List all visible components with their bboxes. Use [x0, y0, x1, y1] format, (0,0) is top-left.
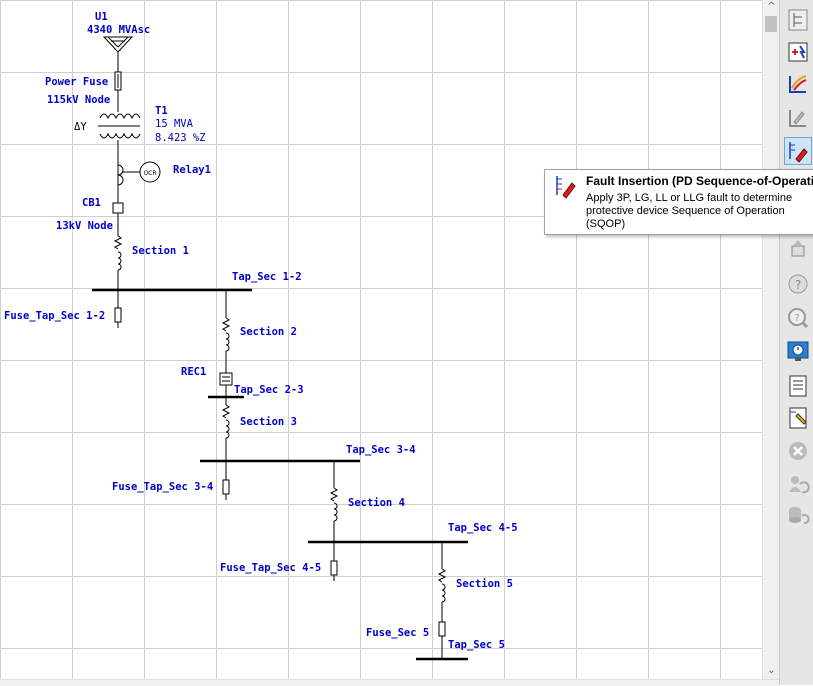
- relay-symbol[interactable]: OCR: [139, 161, 161, 183]
- query-icon[interactable]: ?: [784, 270, 812, 298]
- device-icon[interactable]: [784, 236, 812, 264]
- node-13kv-label: 13kV Node: [56, 220, 113, 232]
- fuse-tap-sec-1-2-label: Fuse_Tap_Sec 1-2: [4, 310, 106, 322]
- tooltip-title: Fault Insertion (PD Sequence-of-Operatio…: [586, 174, 813, 188]
- document-edit-icon[interactable]: [784, 404, 812, 432]
- winding-label: ΔY: [74, 121, 87, 133]
- one-line-icon[interactable]: [784, 6, 812, 34]
- power-fuse-label: Power Fuse: [45, 76, 109, 88]
- scroll-thumb[interactable]: [765, 16, 777, 32]
- right-toolbar: ? ?: [779, 0, 813, 685]
- tap-sec-5-label: Tap_Sec 5: [448, 639, 505, 651]
- tap-sec-3-4-label: Tap_Sec 3-4: [346, 444, 416, 456]
- source-name: U1: [95, 11, 108, 23]
- svg-text:?: ?: [795, 278, 801, 292]
- horizontal-scrollbar[interactable]: [0, 679, 779, 686]
- section-3-label: Section 3: [240, 416, 297, 428]
- breaker-symbol[interactable]: [112, 202, 124, 214]
- section-4-resistor[interactable]: [329, 487, 339, 502]
- recloser-name: REC1: [181, 366, 207, 378]
- tooltip-body: Apply 3P, LG, LL or LLG fault to determi…: [586, 192, 793, 230]
- cancel-icon[interactable]: [784, 437, 812, 465]
- one-line-canvas[interactable]: OCR: [0, 0, 762, 679]
- scroll-down-arrow-icon[interactable]: ⌄: [767, 665, 776, 676]
- transformer-symbol[interactable]: [98, 113, 141, 139]
- node-115kv-label: 115kV Node: [47, 94, 111, 106]
- fault-insertion-tooltip: Fault Insertion (PD Sequence-of-Operatio…: [544, 169, 813, 235]
- one-line-diagram[interactable]: OCR: [0, 0, 762, 679]
- section-5-label: Section 5: [456, 578, 513, 590]
- relay-name: Relay1: [173, 164, 211, 176]
- section-1-label: Section 1: [132, 245, 189, 257]
- section-4-label: Section 4: [348, 497, 405, 509]
- fault-insertion-tooltip-icon: [553, 173, 579, 203]
- utility-source-symbol[interactable]: [102, 36, 134, 53]
- fuse-tap-sec-3-4-label: Fuse_Tap_Sec 3-4: [112, 481, 214, 493]
- tcc-icon[interactable]: [784, 104, 812, 132]
- fuse-tap-sec-1-2-symbol[interactable]: [114, 307, 122, 323]
- coordination-icon[interactable]: [784, 70, 812, 98]
- vertical-scrollbar[interactable]: ^ ⌄: [762, 0, 780, 679]
- source-rating: 4340 MVAsc: [87, 24, 151, 36]
- tap-sec-2-3-label: Tap_Sec 2-3: [234, 384, 304, 396]
- fault-insertion-icon[interactable]: [784, 38, 812, 66]
- transformer-impedance: 8.423 %Z: [155, 132, 206, 144]
- current-transformer-symbol: [117, 164, 140, 186]
- tap-sec-4-5-label: Tap_Sec 4-5: [448, 522, 518, 534]
- database-refresh-icon[interactable]: [784, 502, 812, 530]
- report-icon[interactable]: [784, 372, 812, 400]
- fuse-sec-5-label: Fuse_Sec 5: [366, 627, 430, 639]
- svg-text:?: ?: [794, 313, 799, 324]
- breaker-name: CB1: [82, 197, 101, 209]
- section-1-symbol[interactable]: [113, 235, 123, 271]
- tap-sec-1-2-label: Tap_Sec 1-2: [232, 271, 302, 283]
- relay-type-text: OCR: [143, 170, 156, 177]
- fuse-tap-sec-3-4-symbol[interactable]: [222, 479, 230, 495]
- help-icon[interactable]: ?: [784, 304, 812, 332]
- transformer-rating: 15 MVA: [155, 118, 193, 130]
- fuse-tap-sec-4-5-symbol[interactable]: [330, 560, 338, 576]
- transformer-name: T1: [155, 105, 168, 117]
- recloser-symbol[interactable]: [219, 372, 233, 386]
- section-2-resistor[interactable]: [221, 317, 231, 332]
- fuse-sec-5-symbol[interactable]: [438, 621, 446, 637]
- scroll-up-arrow-icon[interactable]: ^: [767, 1, 776, 12]
- section-2-label: Section 2: [240, 326, 297, 338]
- fault-insertion-selected-icon[interactable]: [784, 137, 812, 165]
- monitor-icon[interactable]: [784, 337, 812, 365]
- user-refresh-icon[interactable]: [784, 470, 812, 498]
- section-3-resistor[interactable]: [221, 404, 231, 419]
- fuse-tap-sec-4-5-label: Fuse_Tap_Sec 4-5: [220, 562, 322, 574]
- section-5-resistor[interactable]: [437, 568, 447, 583]
